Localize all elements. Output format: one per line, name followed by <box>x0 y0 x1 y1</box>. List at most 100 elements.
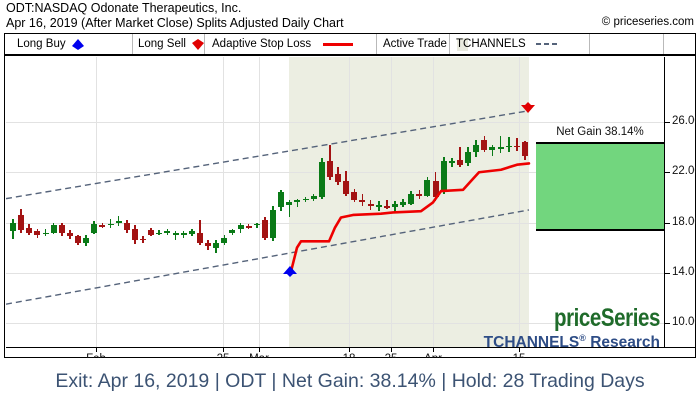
long-sell-marker[interactable] <box>521 102 535 113</box>
candle-body <box>196 232 203 243</box>
candle-body <box>156 232 163 235</box>
candle-wick <box>386 199 388 209</box>
candle-body <box>26 227 33 233</box>
chart-subtitle: Apr 16, 2019 (After Market Close) Splits… <box>6 16 344 30</box>
x-axis-tick <box>223 348 224 352</box>
legend-label-tchannels: TCHANNELS <box>456 38 526 50</box>
candle-wick <box>247 223 250 229</box>
candle-body <box>140 238 147 241</box>
candle-body <box>424 179 431 197</box>
legend-item-long-sell[interactable]: Long Sell <box>138 34 204 54</box>
legend-divider <box>132 34 133 54</box>
price-chart[interactable]: Net Gain 38.14% priceSeries TCHANNELS® R… <box>4 55 696 358</box>
candle-body <box>359 199 366 203</box>
grid-line-vertical <box>223 57 224 347</box>
plot-inner: Net Gain 38.14% priceSeries TCHANNELS® R… <box>6 57 696 358</box>
tchannels-watermark-text: TCHANNELS <box>483 334 580 352</box>
legend-label-adaptive-stop-loss: Adaptive Stop Loss <box>212 38 312 50</box>
tchannels-research-watermark: TCHANNELS® Research <box>6 333 660 352</box>
candle-wick <box>507 137 510 153</box>
candle-wick <box>174 231 177 241</box>
candle-body <box>489 147 496 150</box>
y-axis-tick <box>665 323 670 324</box>
candle-wick <box>296 198 299 208</box>
legend-item-active-trade[interactable]: Active Trade <box>383 34 468 54</box>
y-axis-label: 18.00 <box>672 216 696 228</box>
grid-line-vertical <box>519 57 520 347</box>
tchannels-channel <box>6 110 530 305</box>
candle-body <box>99 225 106 227</box>
x-axis-tick <box>259 348 260 352</box>
y-axis-tick <box>665 172 670 173</box>
grid-line-vertical <box>259 57 260 347</box>
candle-wick <box>288 199 291 218</box>
candle-body <box>115 221 122 223</box>
trade-summary-footer: Exit: Apr 16, 2019 | ODT | Net Gain: 38.… <box>0 363 700 400</box>
legend-item-tchannels[interactable]: TCHANNELS <box>456 34 557 54</box>
candle-body <box>310 196 317 199</box>
long-sell-down-arrow-icon <box>191 38 204 50</box>
candle-wick <box>516 138 518 151</box>
candle-body <box>83 237 90 243</box>
candle-body <box>448 160 455 163</box>
x-axis-tick <box>96 348 97 352</box>
candle-body <box>408 193 415 204</box>
long-buy-marker[interactable] <box>283 266 297 277</box>
candle-body <box>213 242 220 248</box>
red-line-icon <box>323 42 354 46</box>
candle-body <box>34 231 41 236</box>
candle-body <box>180 232 187 236</box>
candle-body <box>164 231 171 233</box>
research-watermark-text: Research <box>585 334 660 352</box>
candle-body <box>465 152 472 164</box>
shade-swatch-icon <box>456 37 468 51</box>
candle-body <box>286 202 293 205</box>
candle-body <box>18 214 25 231</box>
y-axis-label: 22.00 <box>672 165 696 177</box>
candle-body <box>481 139 488 150</box>
y-axis-label: 10.00 <box>672 316 696 328</box>
legend-label-active-trade: Active Trade <box>383 38 447 50</box>
long-buy-up-arrow-icon <box>71 38 84 50</box>
chart-header: ODT:NASDAQ Odonate Therapeutics, Inc. Ap… <box>0 0 700 33</box>
candle-body <box>278 192 285 208</box>
candle-body <box>131 228 138 241</box>
net-gain-box <box>536 142 664 231</box>
candle-body <box>522 142 528 156</box>
legend-item-adaptive-stop-loss[interactable]: Adaptive Stop Loss <box>212 34 354 54</box>
candle-body <box>367 203 374 207</box>
candle-body <box>318 162 325 198</box>
copyright-notice: © priceseries.com <box>601 16 694 28</box>
trade-summary-text: Exit: Apr 16, 2019 | ODT | Net Gain: 38.… <box>55 370 645 392</box>
dashed-line-icon <box>535 43 557 45</box>
candle-body <box>351 192 358 200</box>
candle-body <box>383 206 390 208</box>
candle-body <box>416 193 423 197</box>
y-axis-tick <box>665 273 670 274</box>
candle-body <box>42 232 49 235</box>
x-axis-label: Mar <box>237 353 281 358</box>
candle-body <box>343 181 350 194</box>
candle-body <box>10 222 16 232</box>
candle-body <box>123 222 130 231</box>
grid-line-horizontal <box>6 323 664 324</box>
candle-body <box>294 199 301 203</box>
y-axis-label: 26.00 <box>672 115 696 127</box>
legend-divider <box>449 34 450 54</box>
candle-wick <box>451 158 453 168</box>
candle-body <box>497 147 504 149</box>
legend-item-long-buy[interactable]: Long Buy <box>17 34 84 54</box>
candle-body <box>66 232 73 237</box>
legend-divider <box>589 34 590 54</box>
candle-wick <box>158 230 161 236</box>
candle-body <box>473 144 480 153</box>
x-axis-tick <box>433 348 434 352</box>
grid-line-vertical <box>391 57 392 347</box>
candle-body <box>456 159 463 165</box>
x-axis-label: Apr <box>411 353 455 358</box>
grid-line-vertical <box>96 57 97 347</box>
candle-body <box>505 145 512 148</box>
candle-body <box>245 226 252 228</box>
candle-body <box>391 203 398 208</box>
